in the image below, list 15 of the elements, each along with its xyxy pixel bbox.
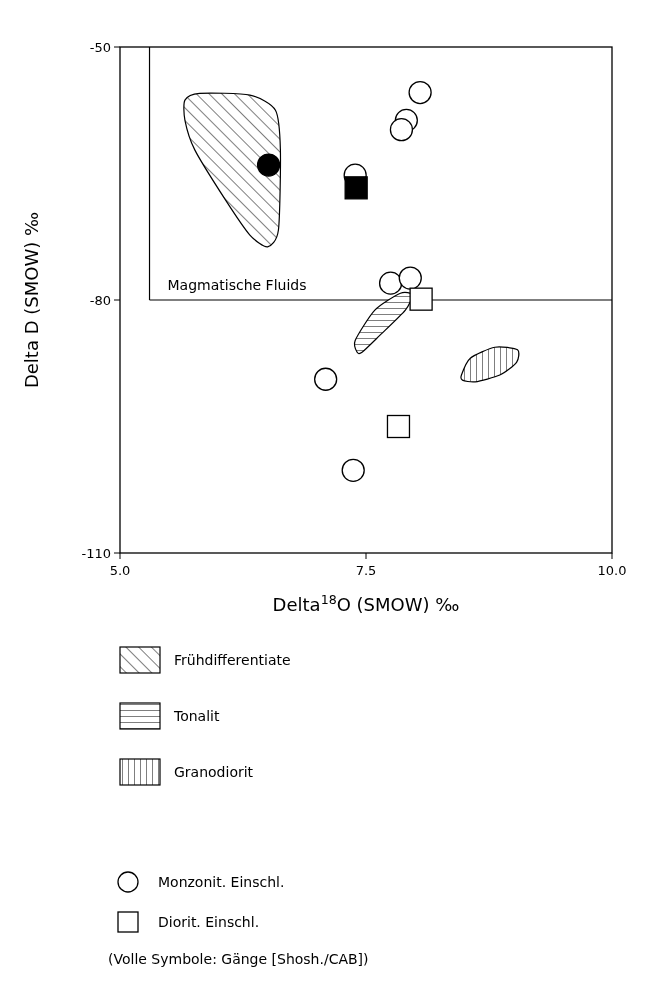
x-tick-label: 7.5 — [355, 563, 377, 578]
y-axis-title: Delta D (SMOW) ‰ — [21, 211, 42, 389]
legend-label: Frühdifferentiate — [174, 652, 291, 668]
legend-label: Tonalit — [173, 708, 220, 724]
y-tick-label: -110 — [81, 546, 111, 561]
legend-label: Granodiorit — [174, 764, 254, 780]
text: (Volle Symbole: Gänge [Shosh./CAB]) — [108, 951, 369, 967]
legend-label: Monzonit. Einschl. — [158, 874, 285, 890]
x-axis-title: Delta$^{18}$O (SMOW) ‰ — [272, 591, 460, 615]
ref-line-label: Magmatische Fluids — [167, 277, 307, 293]
y-tick-label: -50 — [89, 40, 111, 55]
legend-label: Diorit. Einschl. — [158, 914, 260, 930]
x-tick-label: 10.0 — [597, 563, 627, 578]
y-tick-label: -80 — [89, 293, 111, 308]
x-tick-label: 5.0 — [109, 563, 131, 578]
